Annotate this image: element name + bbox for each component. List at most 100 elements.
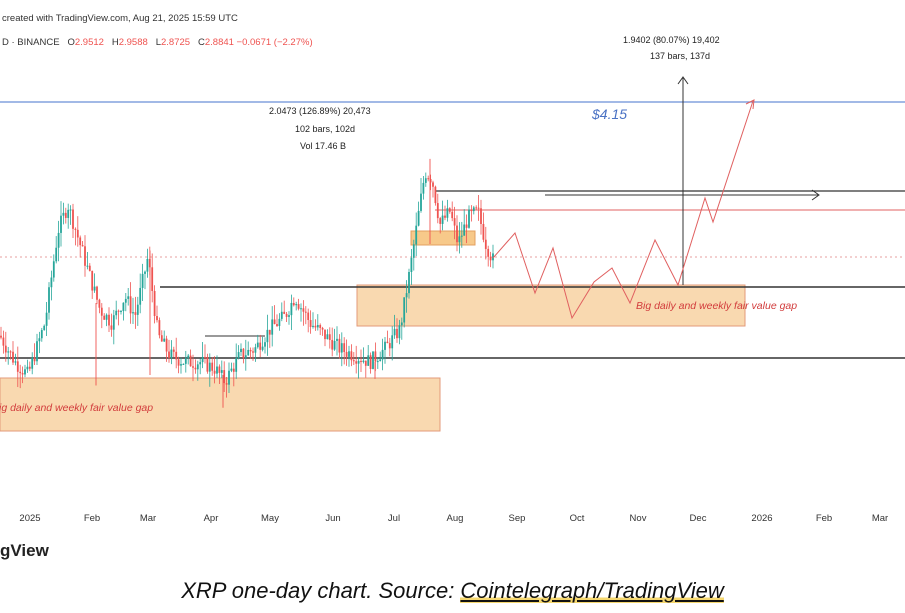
candle-body: [470, 209, 473, 212]
candle-body: [223, 370, 226, 384]
candle-body: [14, 361, 17, 363]
candle-body: [374, 351, 377, 362]
candle-body: [91, 270, 94, 291]
high-label: H: [111, 37, 119, 48]
x-tick-label: Oct: [570, 513, 585, 524]
fvg-zone-upper: [356, 284, 746, 327]
candle-body: [302, 308, 305, 312]
candle-body: [468, 209, 470, 228]
candle-body: [189, 355, 192, 367]
candle-body: [424, 178, 427, 183]
candle-body: [127, 296, 130, 299]
candle-body: [26, 366, 29, 370]
candle-body: [268, 329, 271, 335]
candle-body: [84, 246, 86, 266]
candle-body: [237, 352, 240, 358]
fvg-lower-label: Big daily and weekly fair value gap: [0, 402, 154, 414]
candle-body: [307, 312, 310, 321]
caption-source-link[interactable]: Cointelegraph/TradingView: [460, 578, 724, 603]
candle-body: [280, 311, 283, 319]
candle-body: [328, 334, 331, 340]
candle-body: [362, 360, 365, 363]
candle-body: [340, 343, 343, 353]
candle-body: [477, 207, 480, 209]
candle-body: [120, 311, 122, 313]
candle-body: [415, 225, 418, 245]
candle-body: [400, 322, 403, 326]
candle-body: [218, 366, 221, 373]
candle-body: [16, 361, 19, 372]
projection-path: [492, 100, 754, 320]
candle-body: [144, 271, 146, 274]
candle-body: [43, 325, 46, 331]
candlestick-series: [0, 158, 494, 408]
candle-body: [422, 182, 425, 194]
candle-body: [240, 348, 242, 353]
candle-body: [379, 359, 382, 362]
candle-body: [429, 178, 432, 183]
candle-body: [465, 224, 468, 228]
candle-body: [388, 343, 391, 349]
open-value: 2.9512: [74, 37, 104, 48]
target-price-label: $4.15: [592, 106, 628, 122]
candle-body: [453, 218, 456, 226]
candle-body: [86, 265, 89, 267]
candle-body: [372, 351, 374, 369]
candle-body: [100, 307, 103, 316]
candle-body: [326, 334, 329, 340]
candle-body: [105, 314, 108, 320]
candle-body: [0, 335, 2, 338]
candle-body: [72, 209, 74, 229]
x-tick-label: Feb: [816, 513, 832, 524]
candle-body: [345, 351, 348, 357]
x-tick-label: Sep: [509, 513, 526, 524]
candle-body: [192, 366, 194, 368]
candle-body: [304, 311, 307, 313]
candle-body: [439, 218, 442, 224]
x-tick-label: Jun: [325, 513, 340, 524]
candle-body: [139, 287, 142, 305]
candle-body: [333, 340, 336, 350]
candle-body: [350, 351, 353, 361]
measure-lower-line1: 2.0473 (126.89%) 20,473: [269, 106, 371, 116]
x-tick-label: 2025: [19, 513, 40, 524]
candle-body: [376, 361, 379, 363]
candle-body: [132, 312, 134, 314]
candle-body: [432, 182, 434, 187]
candle-body: [28, 366, 31, 369]
candle-body: [4, 345, 7, 353]
candle-body: [398, 325, 401, 339]
candle-body: [369, 355, 372, 369]
candle-body: [336, 338, 338, 341]
candle-body: [252, 351, 254, 353]
open-label: O: [67, 37, 75, 48]
candle-body: [355, 361, 358, 364]
candle-body: [276, 324, 278, 327]
x-tick-label: May: [261, 513, 279, 524]
candle-body: [208, 362, 211, 372]
candle-body: [40, 330, 43, 339]
projection-arrow-head: [745, 99, 755, 110]
x-tick-label: Dec: [690, 513, 707, 524]
candle-body: [199, 362, 202, 365]
candle-body: [177, 359, 180, 366]
candle-body: [117, 310, 120, 312]
candle-body: [180, 364, 182, 366]
candle-body: [153, 290, 156, 317]
candle-body: [295, 304, 298, 306]
candle-body: [417, 210, 420, 226]
candle-body: [261, 346, 264, 350]
candle-body: [235, 357, 238, 372]
measure-lower-line2: 102 bars, 102d: [295, 124, 356, 134]
x-tick-label: Feb: [84, 513, 100, 524]
candle-body: [228, 370, 230, 385]
candle-body: [124, 298, 127, 303]
symbol-label: D · BINANCE: [2, 37, 60, 48]
candle-body: [458, 236, 461, 243]
candle-body: [278, 318, 281, 327]
candle-body: [45, 312, 48, 326]
candle-body: [206, 357, 209, 372]
candle-body: [55, 247, 58, 262]
candle-body: [297, 304, 300, 309]
candle-body: [367, 355, 370, 366]
